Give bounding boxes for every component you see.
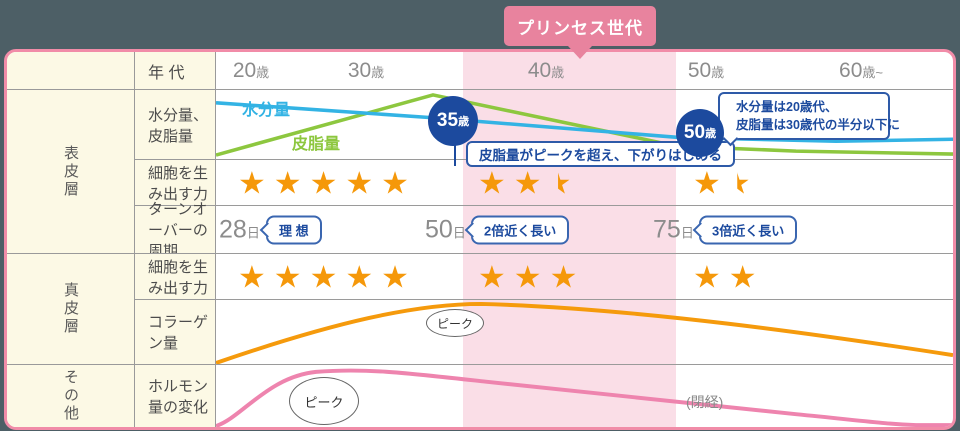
dermis-star-rating-row: ★★★★★ ★★★ ★★ bbox=[215, 253, 953, 299]
hormone-chart: ピーク (閉経) bbox=[215, 364, 953, 427]
turnover-note-2x: 2倍近く長い bbox=[464, 215, 570, 244]
age-header-label: 年 代 bbox=[134, 52, 215, 89]
row-label-collagen: コラーゲン量 bbox=[134, 299, 215, 364]
group-label-other: その他 bbox=[7, 364, 134, 427]
turnover-days-20s: 28日 bbox=[219, 215, 260, 243]
bubble-tail-icon bbox=[692, 222, 709, 238]
age50-callout: 水分量は20歳代、 皮脂量は30歳代の半分以下に bbox=[718, 92, 900, 147]
skin-aging-table-card: 年 代 20歳 30歳 40歳 50歳 60歳~ 表皮層 真皮層 その他 水分量… bbox=[4, 49, 956, 430]
age50-marker: 50 歳 bbox=[676, 109, 724, 157]
menopause-label: (閉経) bbox=[686, 394, 724, 410]
age35-connector-line bbox=[454, 144, 456, 166]
half-star-icon: ★ bbox=[722, 165, 751, 200]
collagen-peak-label: ピーク bbox=[426, 309, 484, 337]
bubble-tail-icon bbox=[259, 222, 276, 238]
star-rating: ★★ bbox=[693, 165, 751, 200]
collagen-chart: ピーク bbox=[215, 299, 953, 364]
row-label-dermis-cell-power: 細胞を生み出す力 bbox=[134, 253, 215, 299]
hormone-line bbox=[216, 368, 953, 427]
collagen-line bbox=[216, 301, 953, 364]
bubble-tail-icon bbox=[464, 222, 481, 238]
princess-generation-badge: プリンセス世代 bbox=[504, 6, 656, 59]
star-rating: ★★★★★ bbox=[238, 259, 417, 294]
group-label-epidermis: 表皮層 bbox=[7, 89, 134, 253]
half-star-icon: ★ bbox=[543, 165, 572, 200]
table-corner-cell bbox=[7, 52, 134, 89]
turnover-row: 28日 理 想 50日 2倍近く長い 75日 3倍近く長い bbox=[215, 205, 953, 253]
turnover-days-50s: 75日 bbox=[653, 215, 694, 243]
age35-marker: 35 歳 bbox=[428, 96, 478, 146]
row-label-turnover: ターンオーバーの周期 bbox=[134, 201, 215, 260]
age-tick-40: 40歳 bbox=[527, 58, 565, 82]
turnover-note-3x: 3倍近く長い bbox=[692, 215, 798, 244]
age-tick-50: 50歳 bbox=[687, 58, 725, 82]
star-rating: ★★★ bbox=[478, 165, 572, 200]
group-label-dermis: 真皮層 bbox=[7, 253, 134, 364]
age-tick-30: 30歳 bbox=[347, 58, 385, 82]
collagen-line-svg bbox=[216, 301, 953, 364]
age-tick-60: 60歳~ bbox=[839, 58, 883, 82]
age-tick-20: 20歳 bbox=[232, 58, 270, 82]
hormone-line-svg bbox=[216, 368, 953, 427]
row-label-epidermis-cell-power: 細胞を生み出す力 bbox=[134, 159, 215, 205]
row-label-hormone: ホルモン量の変化 bbox=[134, 364, 215, 427]
sebum-line-label: 皮脂量 bbox=[292, 136, 341, 153]
skin-aging-table: 年 代 20歳 30歳 40歳 50歳 60歳~ 表皮層 真皮層 その他 水分量… bbox=[7, 52, 953, 427]
age-header-row: 20歳 30歳 40歳 50歳 60歳~ bbox=[215, 52, 953, 89]
star-rating: ★★★ bbox=[478, 259, 586, 294]
age35-callout: 皮脂量がピークを超え、下がりはじめる bbox=[466, 141, 735, 167]
turnover-note-ideal: 理 想 bbox=[259, 215, 322, 244]
hormone-peak-label: ピーク bbox=[289, 377, 359, 425]
row-label-moisture-sebum: 水分量、皮脂量 bbox=[134, 89, 215, 159]
star-rating: ★★ bbox=[693, 259, 765, 294]
turnover-days-40s: 50日 bbox=[425, 215, 466, 243]
water-line-label: 水分量 bbox=[242, 102, 291, 119]
star-rating: ★★★★★ bbox=[238, 165, 417, 200]
